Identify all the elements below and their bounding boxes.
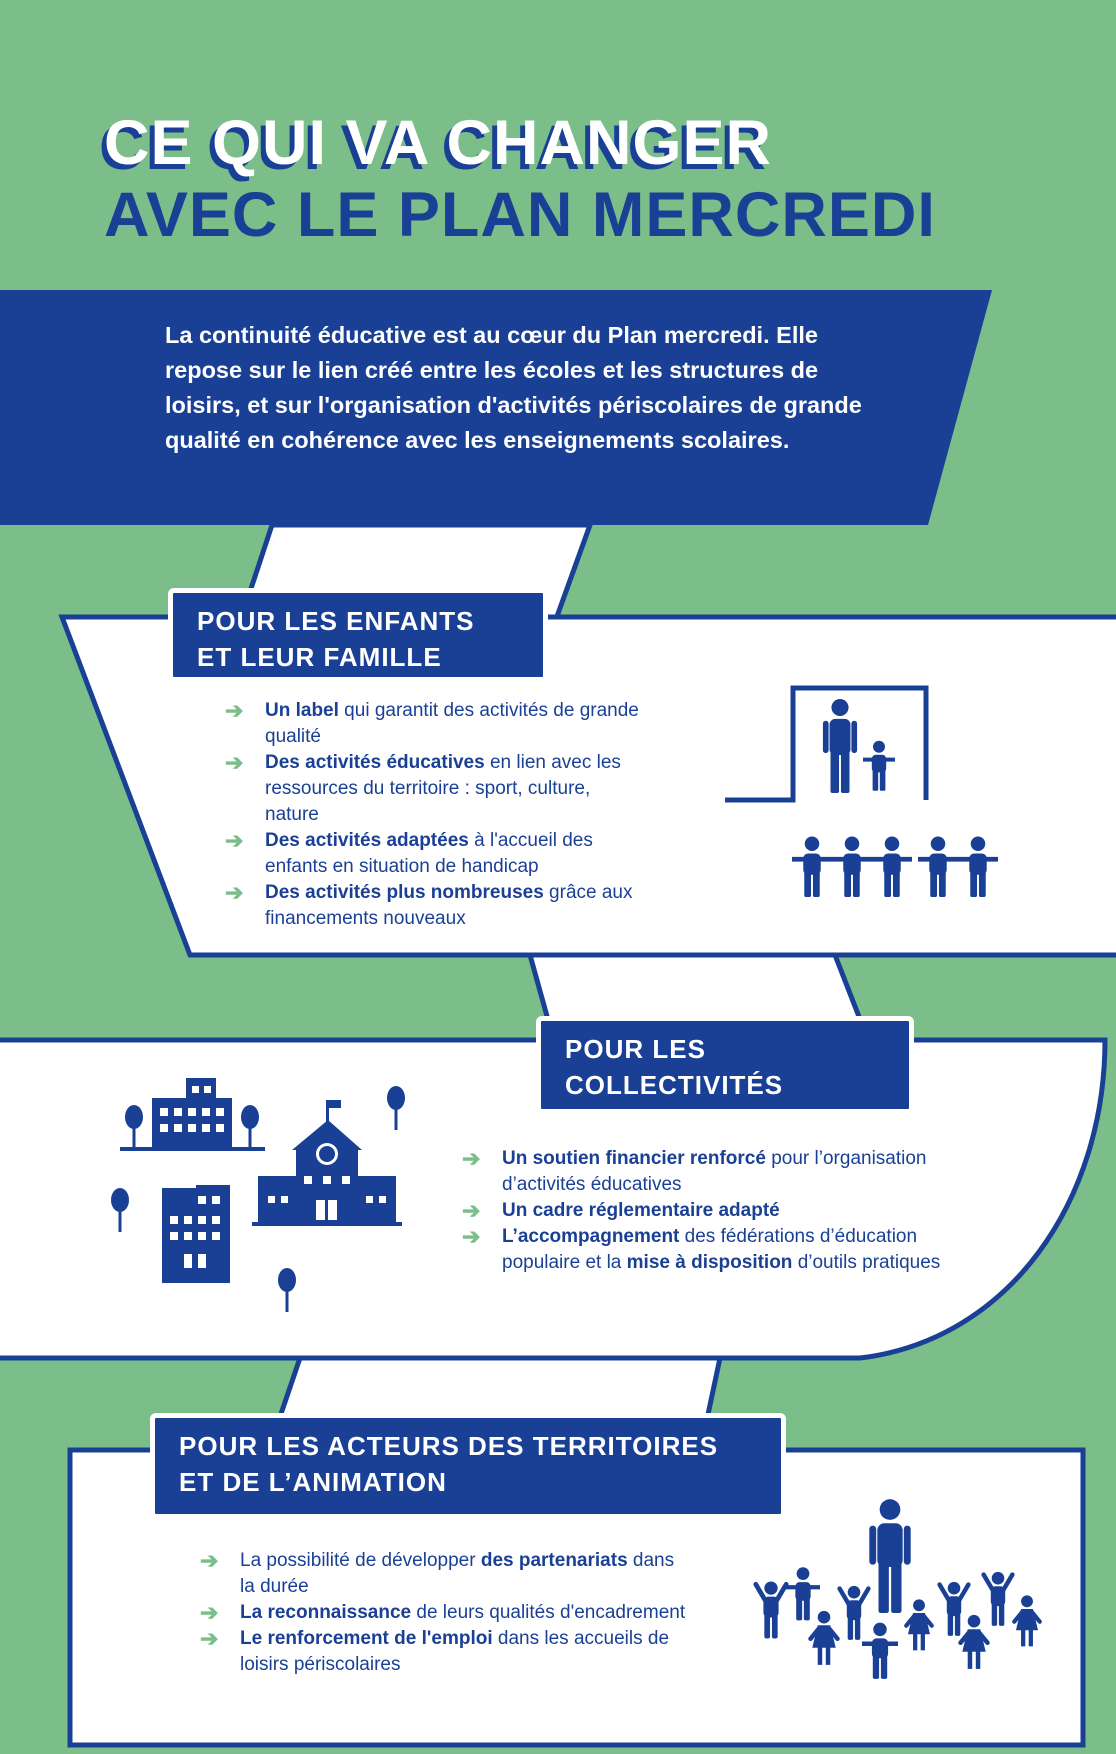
page-title-line1: CE QUI VA CHANGER [104, 108, 773, 178]
benefits-list-collectivites: ➔ Un soutien financier renforcé pour l’or… [462, 1146, 952, 1276]
arrow-right-icon: ➔ [462, 1224, 481, 1249]
heading-line: POUR LES ACTEURS DES TERRITOIRES [179, 1431, 719, 1461]
bold-text: mise à disposition [626, 1252, 793, 1273]
text: d’outils pratiques [792, 1252, 941, 1273]
list-item: ➔ Un soutien financier renforcé pour l’or… [462, 1146, 952, 1198]
list-item: ➔ Des activités éducatives en lien avec l… [225, 750, 645, 828]
bold-text: Un label [265, 700, 339, 721]
text: des fédérations d’éducation populaire et… [502, 1226, 918, 1273]
list-item: ➔ La reconnaissance de leurs qualités d'e… [200, 1600, 690, 1626]
bold-text: des partenariats [480, 1550, 628, 1571]
section-heading-collectivites: POUR LES COLLECTIVITÉS [536, 1016, 914, 1114]
text: La possibilité de développer [240, 1550, 481, 1571]
benefits-list-acteurs: ➔ La possibilité de développer des parten… [200, 1548, 690, 1678]
bold-text: Un soutien financier renforcé [502, 1148, 766, 1169]
arrow-right-icon: ➔ [225, 750, 244, 775]
list-item: ➔ L’accompagnement des fédérations d’éduc… [462, 1224, 952, 1276]
arrow-right-icon: ➔ [462, 1146, 481, 1171]
text: de leurs qualités d'encadrement [411, 1602, 686, 1623]
arrow-right-icon: ➔ [462, 1198, 481, 1223]
text: grâce aux financements nouveaux [265, 882, 633, 929]
arrow-right-icon: ➔ [225, 698, 244, 723]
bold-text: Des activités plus nombreuses [265, 882, 544, 903]
parent-child-door-icon [725, 685, 929, 803]
city-buildings-icon [120, 1078, 265, 1283]
heading-line: POUR LES [565, 1034, 706, 1064]
bold-text: Le renforcement de l'emploi [240, 1628, 493, 1649]
heading-line: ET DE L’ANIMATION [179, 1467, 447, 1497]
arrow-right-icon: ➔ [200, 1548, 219, 1573]
bold-text: L’accompagnement [502, 1226, 680, 1247]
list-item: ➔ Des activités plus nombreuses grâce aux… [225, 880, 645, 932]
list-item: ➔ Un cadre réglementaire adapté [462, 1198, 952, 1224]
bold-text: Des activités adaptées [265, 830, 469, 851]
list-item: ➔ Des activités adaptées à l'accueil des … [225, 828, 645, 880]
section-panel [0, 1037, 1108, 1361]
list-item: ➔ Le renforcement de l'emploi dans les ac… [200, 1626, 690, 1678]
list-item: ➔ Un label qui garantit des activités de … [225, 698, 645, 750]
arrow-right-icon: ➔ [225, 828, 244, 853]
arrow-right-icon: ➔ [200, 1626, 219, 1651]
text: dans la durée [240, 1550, 675, 1597]
text: à l'accueil des enfants en situation de … [265, 830, 593, 877]
school-icon [252, 1100, 402, 1226]
bold-text: La reconnaissance [240, 1602, 412, 1623]
intro-text: La continuité éducative est au cœur du P… [165, 322, 862, 453]
intro-banner [0, 290, 992, 525]
text: en lien avec les ressources du territoir… [265, 752, 621, 825]
benefits-list-enfants: ➔ Un label qui garantit des activités de … [225, 698, 645, 932]
heading-line: ET LEUR FAMILLE [197, 642, 442, 672]
arrow-right-icon: ➔ [225, 880, 244, 905]
bold-text: Des activités éducatives [265, 752, 485, 773]
text: pour l’organisation d’activités éducativ… [502, 1148, 927, 1195]
text: qui garantit des activités de grande qua… [265, 700, 639, 747]
section-heading-enfants: POUR LES ENFANTS ET LEUR FAMILLE [168, 588, 548, 682]
heading-line: POUR LES ENFANTS [197, 606, 475, 636]
page-title-line2: AVEC LE PLAN MERCREDI [104, 180, 936, 250]
section-heading-acteurs: POUR LES ACTEURS DES TERRITOIRES ET DE L… [150, 1413, 786, 1519]
list-item: ➔ La possibilité de développer des parten… [200, 1548, 690, 1600]
text: dans les accueils de loisirs périscolair… [240, 1628, 670, 1675]
bold-text: Un cadre réglementaire adapté [502, 1200, 780, 1221]
heading-line: COLLECTIVITÉS [565, 1070, 784, 1100]
arrow-right-icon: ➔ [200, 1600, 219, 1625]
